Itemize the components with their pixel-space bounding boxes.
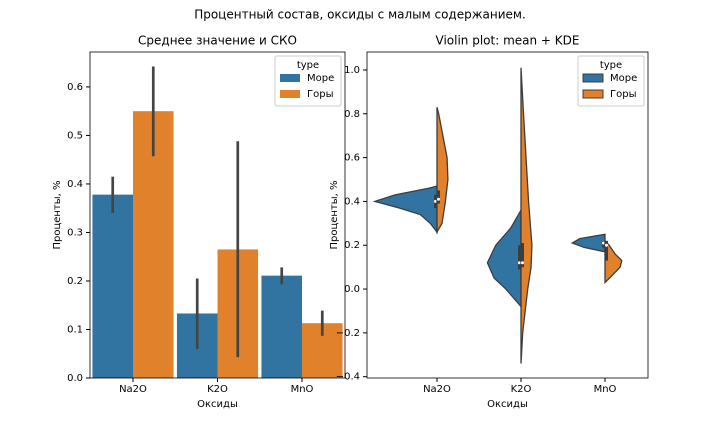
bar (92, 194, 133, 378)
legend-swatch (280, 74, 300, 82)
x-tick-label: MnO (291, 384, 314, 395)
violin-half (520, 67, 533, 364)
x-axis-label: Оксиды (197, 399, 238, 410)
legend-label: Горы (610, 89, 636, 100)
x-axis-label: Оксиды (487, 399, 528, 410)
x-tick-label: Na2O (119, 384, 147, 395)
median-dot (437, 197, 440, 201)
violin-half (486, 207, 522, 309)
figure-title: Процентный состав, оксиды с малым содерж… (194, 8, 526, 22)
legend-title: type (600, 60, 622, 71)
bar (261, 275, 302, 378)
axes-frame (89, 51, 346, 379)
y-tick-label: 0.0 (67, 373, 83, 384)
y-tick-label: 0.0 (344, 284, 360, 295)
y-tick-label: −0.2 (336, 328, 360, 339)
median-dot (602, 241, 605, 245)
subplot-title: Среднее значение и СКО (138, 34, 297, 48)
median-dot (518, 261, 521, 265)
y-tick-label: 0.3 (67, 227, 83, 238)
axes-frame (366, 51, 649, 379)
legend-label: Море (610, 73, 637, 84)
x-tick-label: K2O (207, 384, 228, 395)
subplot-title: Violin plot: mean + KDE (436, 34, 580, 48)
y-axis-label: Проценты, % (52, 180, 63, 249)
median-dot (521, 261, 524, 265)
x-tick-label: K2O (511, 384, 532, 395)
y-axis-label: Проценты, % (329, 180, 340, 249)
y-tick-label: 1.0 (344, 65, 360, 76)
y-tick-label: 0.6 (67, 82, 83, 93)
legend-swatch (582, 73, 604, 83)
y-tick-label: 0.1 (67, 324, 83, 335)
y-tick-label: 0.4 (67, 179, 83, 190)
y-tick-label: 0.4 (344, 196, 360, 207)
legend-label: Горы (307, 89, 333, 100)
legend-label: Море (307, 73, 334, 84)
violin-half (436, 107, 449, 235)
violin-half (570, 233, 606, 253)
y-tick-label: 0.6 (344, 153, 360, 164)
y-tick-label: −0.4 (336, 372, 360, 383)
y-tick-label: 0.2 (67, 276, 83, 287)
y-tick-label: 0.8 (344, 109, 360, 120)
y-tick-label: 0.2 (344, 240, 360, 251)
x-tick-label: Na2O (423, 384, 451, 395)
y-tick-label: 0.5 (67, 130, 83, 141)
x-tick-label: MnO (594, 384, 617, 395)
median-dot (434, 199, 437, 203)
legend-swatch (280, 90, 300, 98)
legend-title: type (297, 60, 319, 71)
legend-swatch (582, 89, 604, 99)
violin-half (372, 185, 438, 235)
median-dot (605, 243, 608, 247)
